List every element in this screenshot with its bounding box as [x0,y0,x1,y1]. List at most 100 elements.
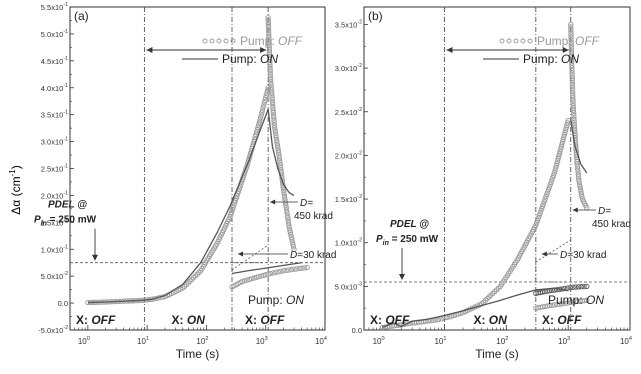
pdel-label-1: PDEL @ [48,200,87,211]
data-point [570,90,576,96]
data-point [561,132,568,138]
data-point [270,110,276,116]
data-point [288,234,295,240]
x-tick-label: 100 [78,336,90,346]
y-tick-label: 1.0x10-1 [41,244,68,254]
data-point [584,297,590,303]
data-point [569,85,576,91]
data-point [542,196,548,202]
data-point [244,277,250,283]
data-point [567,299,573,306]
legend-marker [230,38,236,44]
x-tick-label: 102 [496,336,508,346]
data-point [568,50,575,56]
data-point [544,288,550,294]
data-point [269,92,275,98]
data-point [552,167,558,174]
data-point [575,284,582,290]
data-point [564,120,571,126]
data-point [547,182,553,188]
pump-on-label: Pump: ON [523,52,579,66]
data-point [283,202,289,208]
x-off-left-label: X: OFF [370,313,410,327]
arrow-head-left [146,47,153,53]
data-point [296,265,302,272]
y-tick-label: 4.0x10-1 [41,83,68,93]
data-point [564,122,570,128]
data-point [556,301,563,307]
data-point [257,117,263,123]
data-point [570,105,577,111]
data-point [270,107,276,113]
data-point [569,77,575,84]
data-point [559,286,565,292]
data-point [273,132,279,139]
data-point [278,268,284,274]
data-point [266,52,273,58]
data-point [246,276,252,283]
data-point [569,67,575,74]
data-point [571,122,578,129]
data-point [570,97,576,104]
data-point [563,127,569,133]
data-point [576,176,582,182]
y-tick-label: 3.5x10-2 [335,19,362,29]
data-point [568,39,574,46]
data-point [546,302,553,309]
data-point [559,301,565,307]
data-point [266,42,272,48]
x-tick-label: 104 [315,336,327,346]
dose-ladder-diag [231,244,269,271]
data-point [277,162,283,168]
data-point [562,285,568,292]
data-point [258,112,264,118]
data-point [263,272,269,278]
data-point [576,178,582,185]
series-line-3 [267,109,295,196]
y-tick-label: 0.0 [58,299,68,308]
legend-marker [216,38,222,44]
data-point [541,198,547,205]
data-point [574,159,580,165]
data-point [540,201,547,207]
y-tick-label: 2.0x10-2 [335,150,362,160]
data-point [570,284,576,290]
data-point [569,75,575,81]
data-point [266,37,272,43]
y-tick-label: 4.5x10-1 [41,56,68,66]
dose-high-label-1: D= [598,206,611,217]
data-point [267,59,273,65]
data-point [229,207,235,213]
data-point [574,163,581,170]
data-point [233,195,239,201]
dose-high-label-2: 450 krad [294,211,333,222]
data-point [265,22,272,28]
legend-marker [499,38,505,44]
legend-marker [223,38,229,44]
data-point [568,37,574,43]
data-point [568,24,574,30]
pdel-arrow-head [92,254,98,261]
data-point [265,27,272,33]
data-point [275,269,281,275]
dose-high-arrow-head [270,199,276,205]
dose-low-label: D=30 krad [560,250,606,261]
data-point [562,300,568,307]
data-point [267,270,274,277]
data-point [559,139,566,145]
data-point [575,173,582,180]
data-point [266,44,272,51]
data-point [579,193,585,200]
data-point [285,215,291,221]
y-tick-label: 2.0x10-1 [41,190,68,200]
data-point [536,213,542,219]
data-point [267,66,273,73]
data-point [239,278,245,285]
data-point [569,57,575,64]
data-point [266,49,273,55]
series-markers-2 [265,15,297,252]
data-point [578,188,584,195]
data-point [227,214,233,220]
data-point [272,130,279,136]
legend-marker [513,38,519,44]
